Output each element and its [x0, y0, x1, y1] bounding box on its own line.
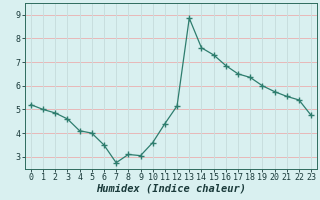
X-axis label: Humidex (Indice chaleur): Humidex (Indice chaleur)	[96, 183, 246, 193]
